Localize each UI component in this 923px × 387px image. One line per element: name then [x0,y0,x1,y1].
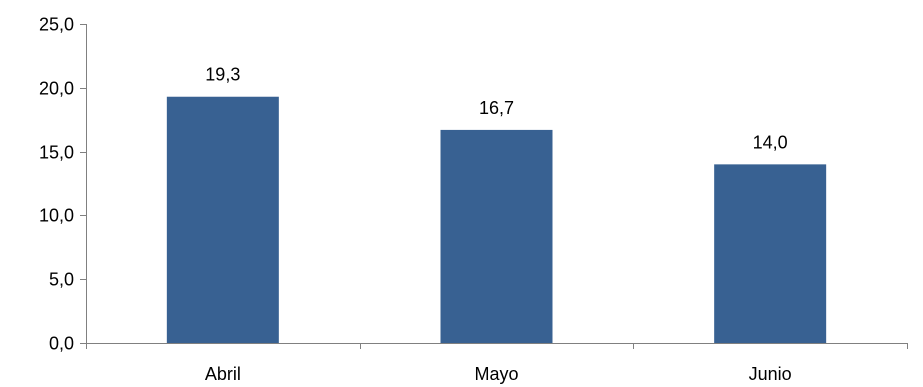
data-label: 14,0 [753,132,788,152]
y-tick-label: 20,0 [39,79,74,99]
x-axis-ticks: Abril Mayo Junio [86,343,908,384]
x-tick-label: Junio [749,364,792,384]
y-tick-label: 10,0 [39,206,74,226]
bar-series: 19,3 16,7 14,0 [166,65,827,344]
x-tick-label: Abril [205,364,241,384]
data-label: 16,7 [479,98,514,118]
axes [80,24,907,344]
bar-mayo [440,129,553,343]
y-tick-label: 5,0 [49,270,74,290]
y-tick-label: 0,0 [49,334,74,354]
x-tick-label: Mayo [474,364,518,384]
bar-junio [714,164,827,343]
y-axis-ticks: 0,0 5,0 10,0 15,0 20,0 25,0 [39,15,86,354]
bar-abril [166,96,279,344]
y-tick-label: 15,0 [39,143,74,163]
data-label: 19,3 [205,65,240,85]
y-tick-label: 25,0 [39,15,74,35]
